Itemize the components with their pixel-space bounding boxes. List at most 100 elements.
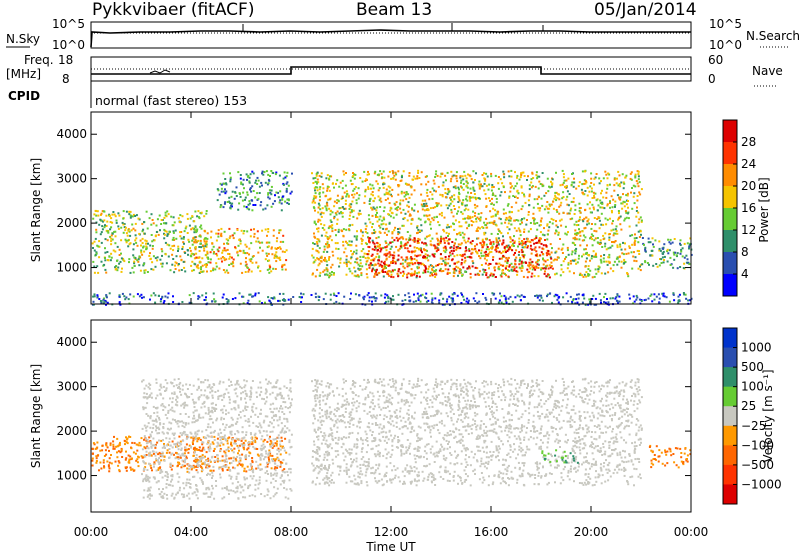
heatmap-cell <box>275 171 278 174</box>
heatmap-cell <box>327 227 330 230</box>
heatmap-cell <box>124 238 127 241</box>
heatmap-cell <box>335 300 338 303</box>
heatmap-cell <box>621 252 624 255</box>
heatmap-cell <box>603 260 606 263</box>
heatmap-cell <box>247 418 250 421</box>
heatmap-cell <box>315 223 317 226</box>
heatmap-cell <box>343 295 346 298</box>
heatmap-cell <box>482 268 485 271</box>
heatmap-cell <box>628 246 631 249</box>
heatmap-cell <box>129 234 132 237</box>
heatmap-cell <box>577 220 580 222</box>
heatmap-cell <box>618 174 621 177</box>
heatmap-cell <box>112 443 115 446</box>
heatmap-cell <box>395 206 398 209</box>
heatmap-cell <box>266 204 269 207</box>
heatmap-cell <box>247 299 250 302</box>
heatmap-cell <box>128 243 131 246</box>
heatmap-cell <box>447 242 450 245</box>
heatmap-cell <box>549 186 552 189</box>
heatmap-cell <box>215 265 218 268</box>
heatmap-cell <box>519 234 522 237</box>
heatmap-cell <box>135 237 138 240</box>
heatmap-cell <box>604 217 607 220</box>
heatmap-cell <box>578 254 580 257</box>
heatmap-cell <box>239 262 242 265</box>
heatmap-cell <box>335 295 338 297</box>
heatmap-cell <box>486 276 489 279</box>
heatmap-cell <box>540 197 543 200</box>
heatmap-cell <box>373 264 376 267</box>
heatmap-cell <box>529 247 532 250</box>
heatmap-cell <box>459 271 462 274</box>
heatmap-cell <box>121 456 124 458</box>
heatmap-cell <box>104 259 107 262</box>
heatmap-cell <box>186 470 189 473</box>
heatmap-cell <box>324 292 327 295</box>
heatmap-cell <box>607 247 610 250</box>
heatmap-cell <box>507 275 510 278</box>
heatmap-cell <box>236 444 239 447</box>
heatmap-cell <box>189 249 192 252</box>
heatmap-cell <box>597 204 600 207</box>
heatmap-cell <box>520 219 523 222</box>
heatmap-cell <box>276 237 279 240</box>
heatmap-cell <box>351 223 354 226</box>
heatmap-cell <box>412 239 415 242</box>
heatmap-cell <box>499 178 502 181</box>
heatmap-cell <box>107 259 110 262</box>
heatmap-cell <box>471 265 474 268</box>
heatmap-cell <box>256 176 259 179</box>
heatmap-cell <box>552 218 555 221</box>
heatmap-cell <box>371 232 374 235</box>
heatmap-cell <box>491 292 494 295</box>
heatmap-cell <box>403 191 406 194</box>
heatmap-cell <box>603 254 606 256</box>
heatmap-cell <box>494 276 497 278</box>
heatmap-cell <box>509 237 512 240</box>
heatmap-cell <box>393 229 396 232</box>
heatmap-cell <box>369 221 372 224</box>
heatmap-cell <box>595 252 597 255</box>
heatmap-cell <box>177 263 180 265</box>
heatmap-cell <box>516 189 519 192</box>
heatmap-cell <box>332 254 335 257</box>
heatmap-cell <box>350 203 353 206</box>
heatmap-cell <box>437 202 440 205</box>
heatmap-cell <box>502 208 505 211</box>
heatmap-cell <box>220 418 223 421</box>
heatmap-cell <box>398 247 401 250</box>
heatmap-cell <box>129 436 132 438</box>
heatmap-cell <box>355 202 358 205</box>
heatmap-cell <box>222 190 225 193</box>
heatmap-cell <box>504 296 507 299</box>
heatmap-cell <box>390 261 393 263</box>
heatmap-cell <box>570 262 572 265</box>
heatmap-cell <box>539 183 542 185</box>
heatmap-cell <box>569 212 571 215</box>
heatmap-cell <box>614 228 617 231</box>
heatmap-cell <box>107 464 110 467</box>
heatmap-cell <box>213 447 216 450</box>
heatmap-cell <box>378 271 381 274</box>
heatmap-cell <box>464 204 467 207</box>
heatmap-cell <box>281 299 284 301</box>
heatmap-cell <box>195 448 198 451</box>
heatmap-cell <box>553 197 556 200</box>
heatmap-cell <box>102 298 105 301</box>
heatmap-cell <box>246 448 249 451</box>
heatmap-cell <box>497 210 500 213</box>
heatmap-cell <box>331 224 334 227</box>
heatmap-cell <box>507 244 510 247</box>
heatmap-cell <box>353 177 356 180</box>
heatmap-cell <box>333 205 336 208</box>
heatmap-cell <box>436 248 439 251</box>
heatmap-cell <box>227 299 230 302</box>
heatmap-cell <box>357 187 360 190</box>
heatmap-cell <box>164 474 167 477</box>
heatmap-cell <box>277 447 280 450</box>
heatmap-cell <box>289 406 291 409</box>
heatmap-cell <box>364 257 367 260</box>
heatmap-cell <box>347 228 350 231</box>
heatmap-cell <box>271 454 274 457</box>
